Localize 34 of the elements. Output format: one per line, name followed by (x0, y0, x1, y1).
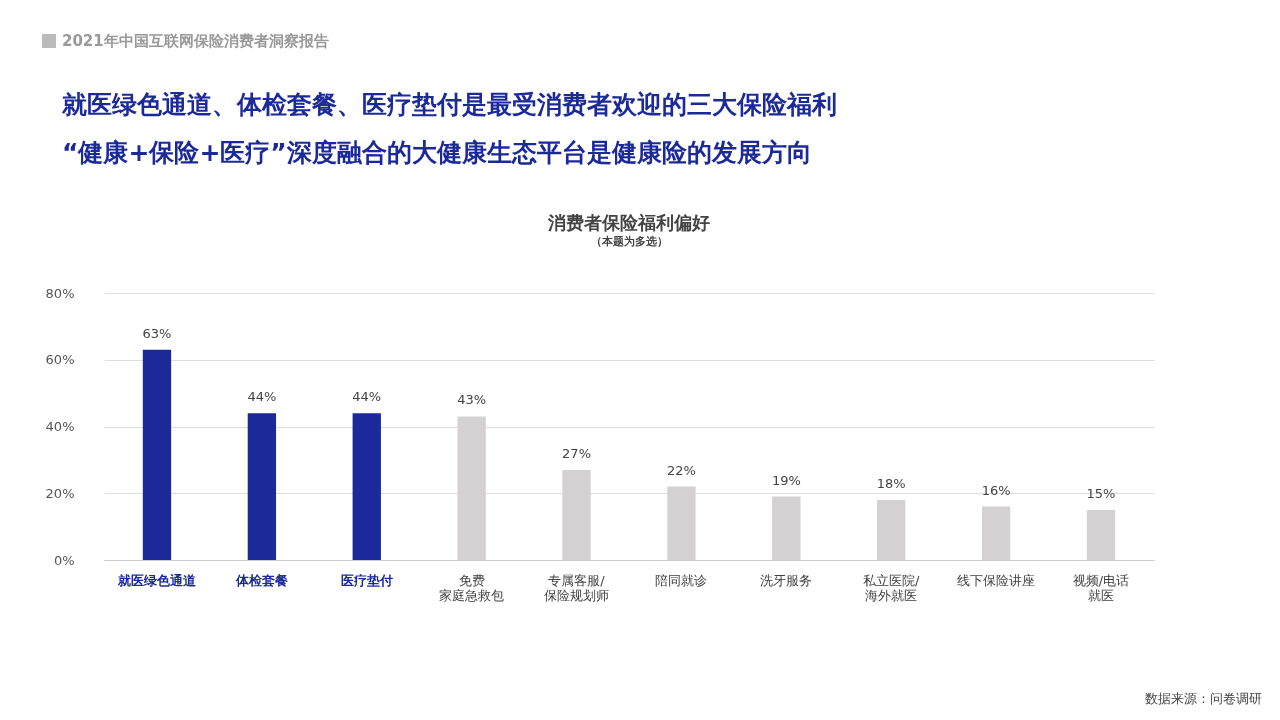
data-label: 18% (876, 475, 906, 491)
data-label: 44% (247, 389, 277, 405)
data-label: 44% (352, 389, 382, 405)
data-label: 19% (771, 472, 801, 488)
x-tick-label: 陪同就诊 (655, 572, 708, 588)
chart-title: 消费者保险福利偏好 (547, 212, 710, 233)
y-tick-label: 40% (45, 419, 75, 434)
text: “健康+保险+医疗”深度融合的大健康生态平台是健康险的发展方向 (62, 137, 812, 169)
data-label: 43% (457, 392, 487, 408)
bar (352, 413, 381, 560)
bar (247, 413, 277, 560)
data-label: 27% (562, 445, 592, 461)
x-tick-label: 体检套餐 (234, 572, 288, 588)
x-tick-label: 专属客服/保险规划师 (544, 572, 610, 603)
y-tick-label: 20% (45, 485, 75, 501)
chart-subtitle: （本题为多选） (590, 235, 668, 248)
x-tick-label: 免费家庭急救包 (439, 572, 505, 603)
data-label: 16% (981, 482, 1011, 498)
data-label: 22% (666, 462, 696, 478)
x-tick-label: 视频/电话就医 (1072, 572, 1130, 603)
y-tick-label: 60% (45, 352, 75, 368)
bar (142, 349, 172, 560)
x-tick-label: 线下保险讲座 (957, 572, 1036, 588)
text: 2021年中国互联网保险消费者洞察报告 (62, 32, 329, 51)
x-tick-label: 医疗垫付 (340, 572, 393, 588)
y-tick-label: 0% (53, 552, 75, 568)
y-tick-label: 80% (45, 285, 75, 301)
source-note: 数据来源：问卷调研 (1145, 690, 1262, 708)
x-tick-label: 私立医院/海外就医 (863, 572, 921, 603)
x-tick-label: 就医绿色通道 (116, 572, 197, 588)
x-tick-label: 洗牙服务 (760, 572, 813, 588)
data-label: 15% (1086, 485, 1116, 501)
data-label: 63% (142, 325, 172, 341)
text: 就医绿色通道、体检套餐、医疗垫付是最受消费者欢迎的三大保险福利 (62, 89, 837, 121)
